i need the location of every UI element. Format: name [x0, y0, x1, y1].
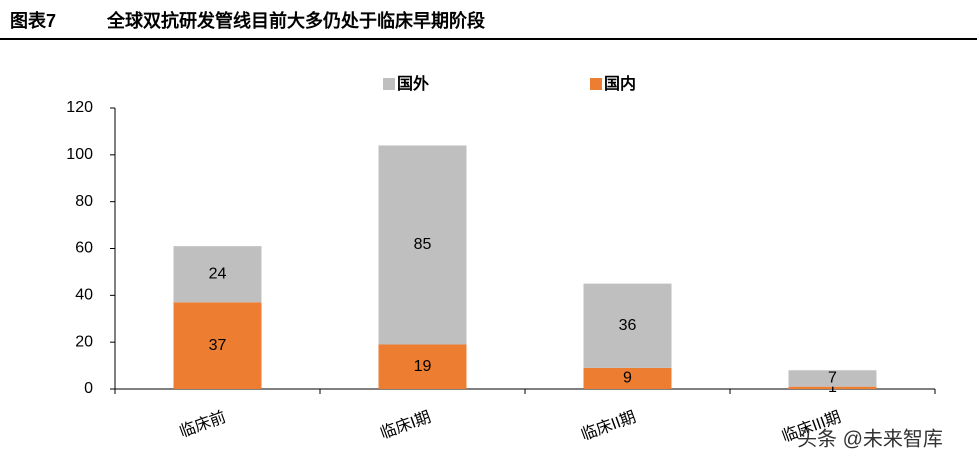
bar-segment — [788, 370, 877, 387]
value-label: 9 — [623, 370, 632, 387]
value-label: 36 — [619, 317, 637, 334]
y-tick-label: 60 — [75, 240, 93, 257]
value-label: 19 — [414, 358, 432, 375]
x-tick-label: 临床II期 — [579, 408, 639, 444]
bar-segment — [173, 246, 262, 303]
bar-segment — [173, 302, 262, 389]
watermark: 头条 @未来智库 — [797, 427, 943, 450]
y-tick-label: 20 — [75, 333, 93, 350]
value-label: 1 — [828, 379, 837, 396]
value-label: 24 — [209, 265, 227, 282]
legend-label: 国内 — [604, 74, 636, 93]
y-tick-label: 80 — [75, 193, 93, 210]
y-tick-label: 120 — [66, 99, 93, 116]
bar-segment — [378, 344, 467, 389]
bar-segment — [583, 367, 672, 389]
y-tick-label: 0 — [84, 380, 93, 397]
legend-swatch — [383, 78, 395, 90]
bar-segment — [378, 145, 467, 345]
y-tick-label: 100 — [66, 146, 93, 163]
x-tick-label: 临床I期 — [378, 408, 433, 443]
bar-segment — [788, 386, 877, 389]
chart: 0 20 40 60 80 100 120 37 24 临床前 19 85 临床I期 9 36 临床II期 17… — [66, 74, 936, 446]
legend-label: 国外 — [397, 74, 429, 93]
y-tick-label: 40 — [75, 287, 93, 304]
figure-label: 图表7 — [10, 10, 56, 31]
figure-title: 全球双抗研发管线目前大多仍处于临床早期阶段 — [106, 10, 486, 31]
value-label: 37 — [209, 337, 227, 354]
value-label: 7 — [828, 370, 837, 387]
x-tick-label: 临床前 — [177, 408, 228, 441]
value-label: 85 — [414, 236, 432, 253]
legend-swatch — [590, 78, 602, 90]
bar-segment — [583, 283, 672, 368]
